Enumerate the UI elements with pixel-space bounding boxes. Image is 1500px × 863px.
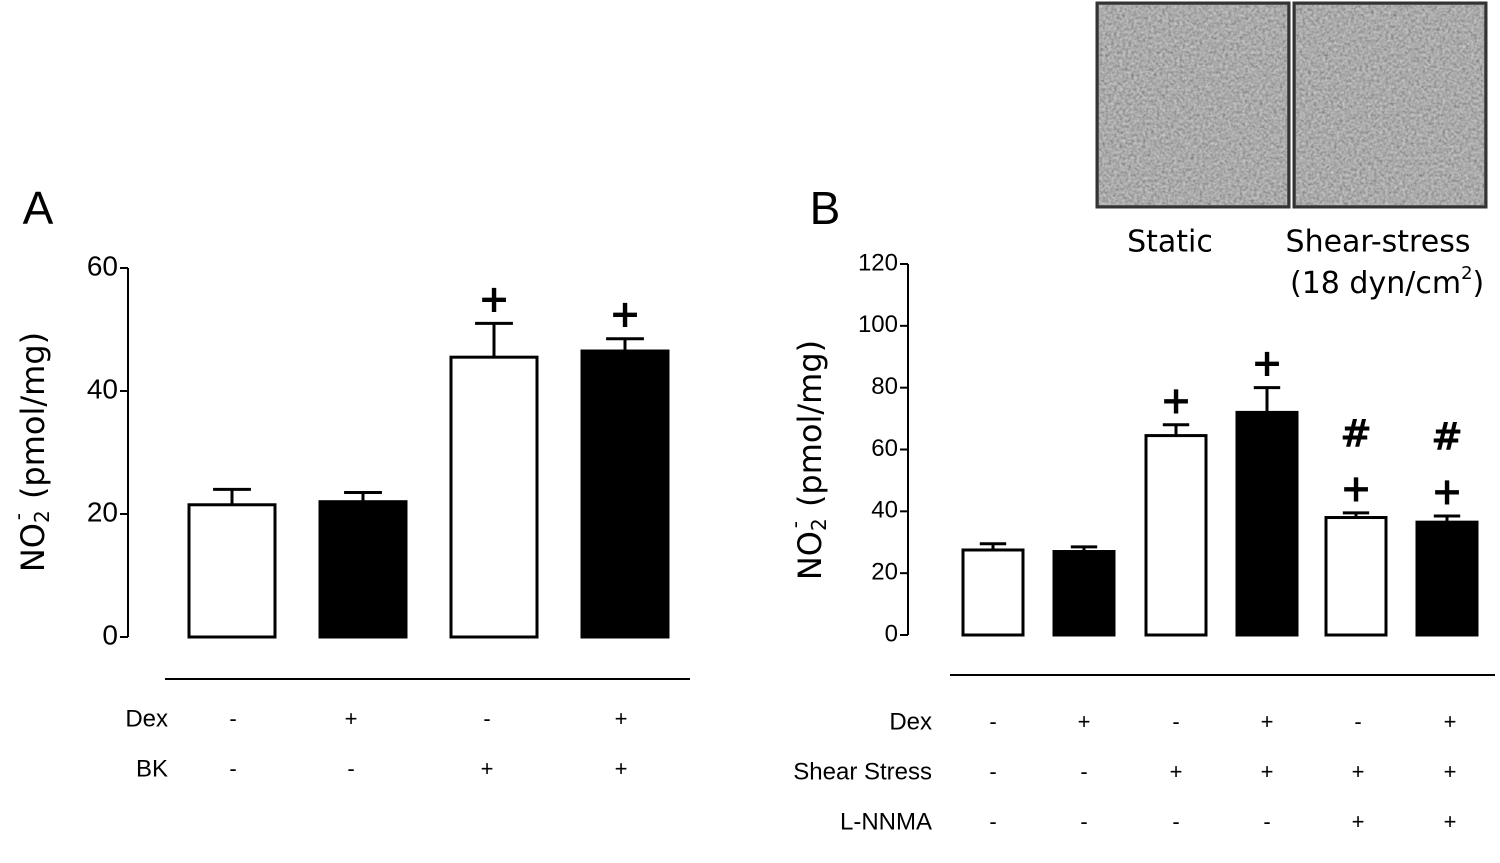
y-tick-label: 0	[885, 620, 898, 647]
panel-label: B	[810, 182, 841, 234]
condition-value: -	[1172, 709, 1179, 734]
bar	[961, 548, 1025, 637]
inset-caption: Shear-stress	[1286, 225, 1471, 260]
error-bar	[1162, 423, 1190, 436]
condition-value: -	[989, 709, 996, 734]
error-bar	[606, 337, 644, 352]
condition-value: +	[1261, 709, 1274, 734]
condition-label: BK	[136, 755, 168, 782]
condition-value: -	[989, 759, 996, 784]
bar	[449, 355, 539, 639]
condition-label: Dex	[889, 708, 932, 735]
y-tick-label: 40	[871, 497, 898, 524]
bar	[187, 503, 277, 639]
y-label-sup: -	[783, 521, 807, 528]
y-label-sub: 2	[807, 518, 831, 531]
error-bar	[475, 321, 513, 358]
note-sup: 2	[1461, 263, 1472, 284]
condition-value: -	[347, 756, 354, 781]
condition-value: +	[1078, 709, 1091, 734]
y-tick-label: 80	[871, 373, 898, 400]
y-axis-label: NO2- (pmol/mg)	[783, 340, 831, 580]
condition-value: +	[1261, 759, 1274, 784]
condition-label: L-NNMA	[840, 808, 932, 835]
significance-mark: #	[1340, 411, 1372, 455]
y-label-sub: 2	[30, 510, 54, 523]
bar	[1235, 410, 1299, 637]
condition-value: +	[615, 706, 628, 731]
error-bar	[213, 487, 251, 505]
inset-caption: Static	[1127, 225, 1213, 260]
condition-value: +	[345, 706, 358, 731]
condition-value: +	[1352, 759, 1365, 784]
y-label-sup: -	[6, 513, 30, 520]
significance-mark: #	[1431, 414, 1463, 458]
condition-label: Dex	[125, 705, 168, 732]
micrograph-texture	[1296, 5, 1484, 205]
bar	[580, 349, 670, 639]
y-axis-label: NO2- (pmol/mg)	[6, 332, 54, 572]
y-tick-label: 20	[87, 496, 118, 527]
error-bar	[1070, 545, 1098, 552]
condition-value: -	[1080, 759, 1087, 784]
error-bar	[1253, 386, 1281, 413]
condition-value: -	[483, 706, 490, 731]
condition-value: -	[229, 756, 236, 781]
bar	[1415, 520, 1479, 637]
condition-value: -	[1080, 809, 1087, 834]
condition-label: Shear Stress	[793, 758, 932, 785]
y-tick-label: 20	[871, 559, 898, 586]
significance-mark: +	[1431, 469, 1463, 513]
significance-mark: +	[1160, 378, 1192, 422]
condition-value: +	[1352, 809, 1365, 834]
bar	[318, 500, 408, 639]
significance-mark: +	[1251, 341, 1283, 385]
significance-mark: +	[1340, 466, 1372, 510]
condition-value: -	[1172, 809, 1179, 834]
inset-images: Static Shear-stress (18 dyn/cm2)	[1095, 1, 1488, 301]
y-label-text: NO	[14, 523, 52, 572]
condition-value: +	[1170, 759, 1183, 784]
error-bar	[1342, 511, 1370, 518]
condition-value: +	[615, 756, 628, 781]
condition-value: +	[481, 756, 494, 781]
y-tick-label: 40	[87, 373, 118, 404]
condition-value: +	[1444, 809, 1457, 834]
note-text: (18 dyn/cm	[1290, 266, 1461, 301]
y-tick-label: 60	[87, 250, 118, 281]
y-tick-label: 100	[858, 311, 898, 338]
bar	[1324, 516, 1388, 637]
note-text: )	[1473, 266, 1485, 301]
condition-value: -	[989, 809, 996, 834]
error-bar	[344, 490, 382, 502]
y-tick-label: 0	[102, 619, 118, 650]
error-bar	[1433, 514, 1461, 523]
condition-value: -	[1263, 809, 1270, 834]
y-label-unit: (pmol/mg)	[14, 332, 52, 499]
y-label-text: NO	[791, 531, 829, 580]
y-label-unit: (pmol/mg)	[791, 340, 829, 507]
significance-mark: +	[478, 277, 510, 321]
inset-note: (18 dyn/cm2)	[1290, 263, 1484, 301]
condition-value: -	[1354, 709, 1361, 734]
y-tick-label: 120	[858, 249, 898, 276]
condition-value: +	[1444, 709, 1457, 734]
condition-value: -	[229, 706, 236, 731]
micrograph-texture	[1099, 5, 1287, 205]
panel-label: A	[23, 182, 54, 234]
significance-mark: +	[609, 292, 641, 336]
bar	[1144, 434, 1208, 637]
condition-value: +	[1444, 759, 1457, 784]
y-tick-label: 60	[871, 435, 898, 462]
bar	[1052, 550, 1116, 637]
error-bar	[979, 542, 1007, 550]
